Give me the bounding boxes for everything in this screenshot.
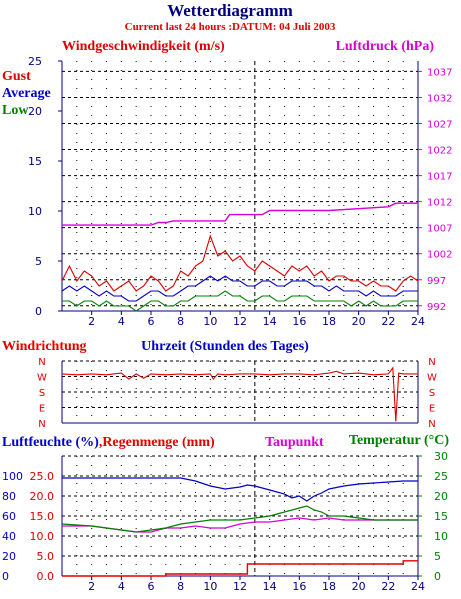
pressure-y-tick-label: 1032	[427, 93, 452, 104]
wind-y-tick-label: 20	[28, 105, 42, 118]
wind-y-tick-label: 15	[28, 155, 42, 168]
pressure-y-tick-label: 1022	[427, 146, 452, 157]
wind-y-tick-label: 5	[35, 255, 42, 268]
humidity-x-tick-label: 10	[203, 580, 217, 593]
direction-line	[61, 366, 418, 422]
rain-y-tick-label: 25.0	[30, 470, 55, 483]
chart-title: Wetterdiagramm	[167, 1, 293, 20]
rain-line	[62, 560, 418, 577]
rain-y-tick-label: 0.0	[37, 570, 55, 583]
direction-axis-label: Windrichtung	[2, 339, 87, 354]
pressure-y-tick-label: 992	[427, 302, 446, 313]
wind-x-tick-label: 2	[88, 315, 95, 328]
temperature-axis-label: Temperatur (°C)	[349, 433, 449, 448]
wind-panel: 0510152025992997100210071012101710221027…	[28, 55, 452, 328]
humidity-x-tick-label: 24	[411, 580, 425, 593]
wind-x-tick-label: 14	[263, 315, 277, 328]
pressure-y-tick-label: 1027	[427, 120, 452, 131]
pressure-y-tick-label: 1002	[427, 250, 452, 261]
legend-low: Low	[2, 103, 29, 118]
humidity-panel: 20 40 60 80 100 0 0.0 5.0 10.0 15.0 20.0 25.0 0 5 10 15…	[2, 450, 448, 593]
dewpoint-line	[62, 517, 418, 533]
wind-y-tick-label: 0	[35, 305, 42, 318]
wind-x-tick-label: 18	[322, 315, 336, 328]
legend-average: Average	[2, 86, 51, 101]
pressure-line	[62, 202, 418, 226]
wind-x-tick-label: 6	[148, 315, 155, 328]
direction-right-label: E	[429, 404, 435, 415]
humidity-x-tick-label: 18	[322, 580, 336, 593]
temperature-line	[61, 505, 418, 533]
average-line	[61, 275, 418, 302]
pressure-y-tick-label: 1012	[427, 198, 452, 209]
pressure-y-tick-label: 1007	[427, 224, 452, 235]
chart-subtitle: Current last 24 hours :DATUM: 04 Juli 20…	[125, 21, 336, 33]
humidity-x-tick-label: 2	[88, 580, 95, 593]
wind-x-tick-label: 10	[203, 315, 217, 328]
direction-left-label: N	[38, 357, 45, 368]
temperature-y-tick-label: 5	[434, 550, 441, 563]
humidity-x-tick-label: 22	[381, 580, 395, 593]
humidity-y-tick-label: 100	[2, 470, 23, 483]
humidity-x-tick-label: 14	[263, 580, 277, 593]
pressure-y-tick-label: 997	[427, 276, 446, 287]
time-axis-label: Uhrzeit (Stunden des Tages)	[141, 339, 309, 354]
temperature-y-tick-label: 25	[434, 470, 448, 483]
low-line	[62, 290, 418, 312]
humidity-x-tick-label: 4	[118, 580, 125, 593]
temperature-y-tick-label: 20	[434, 490, 448, 503]
temperature-y-tick-label: 10	[434, 530, 448, 543]
rain-y-tick-label: 20.0	[30, 490, 55, 503]
gust-line	[61, 234, 419, 292]
humidity-y-tick-label: 80	[2, 490, 16, 503]
humidity-rain-header: Luftfeuchte (%),Regenmenge (mm)	[2, 435, 215, 450]
humidity-x-tick-label: 6	[148, 580, 155, 593]
direction-left-label: E	[39, 404, 45, 415]
humidity-y-tick-label: 40	[2, 530, 16, 543]
rain-y-tick-label: 10.0	[30, 530, 55, 543]
wind-x-tick-label: 8	[177, 315, 184, 328]
humidity-x-tick-label: 20	[352, 580, 366, 593]
wind-y-tick-label: 25	[28, 55, 42, 68]
direction-right-label: N	[428, 419, 435, 430]
wind-y-tick-label: 10	[28, 205, 42, 218]
temperature-y-tick-label: 30	[434, 450, 448, 463]
temperature-y-tick-label: 15	[434, 510, 448, 523]
direction-left-label: S	[39, 388, 45, 399]
humidity-y-tick-label: 60	[2, 510, 16, 523]
direction-panel: N NW WS SE EN N	[37, 357, 437, 430]
direction-left-label: W	[37, 373, 47, 384]
humidity-x-tick-label: 8	[177, 580, 184, 593]
wind-x-tick-label: 16	[292, 315, 306, 328]
wind-x-tick-label: 22	[381, 315, 395, 328]
wind-axis-label: Windgeschwindigkeit (m/s)	[62, 39, 225, 54]
direction-left-label: N	[38, 419, 45, 430]
wind-x-tick-label: 24	[411, 315, 425, 328]
humidity-y-tick-label: 20	[2, 550, 16, 563]
wind-x-tick-label: 12	[233, 315, 247, 328]
direction-right-label: N	[428, 357, 435, 368]
pressure-y-tick-label: 1017	[427, 172, 452, 183]
direction-right-label: W	[427, 373, 437, 384]
temperature-y-tick-label: 0	[434, 570, 441, 583]
rain-y-tick-label: 15.0	[30, 510, 55, 523]
humidity-x-tick-label: 12	[233, 580, 247, 593]
legend-gust: Gust	[2, 69, 31, 84]
label-separator: ,	[99, 435, 103, 450]
wind-x-tick-label: 20	[352, 315, 366, 328]
humidity-x-tick-label: 16	[292, 580, 306, 593]
pressure-axis-label: Luftdruck (hPa)	[336, 39, 435, 54]
dewpoint-label: Taupunkt	[265, 435, 324, 450]
rain-axis-label: Regenmenge (mm)	[102, 435, 215, 450]
wind-x-tick-label: 4	[118, 315, 125, 328]
humidity-y-tick-label: 0	[2, 570, 9, 583]
pressure-y-tick-label: 1037	[427, 67, 452, 78]
humidity-axis-label: Luftfeuchte (%)	[2, 435, 99, 450]
direction-right-label: S	[429, 388, 435, 399]
humidity-line	[62, 477, 418, 502]
rain-y-tick-label: 5.0	[37, 550, 55, 563]
